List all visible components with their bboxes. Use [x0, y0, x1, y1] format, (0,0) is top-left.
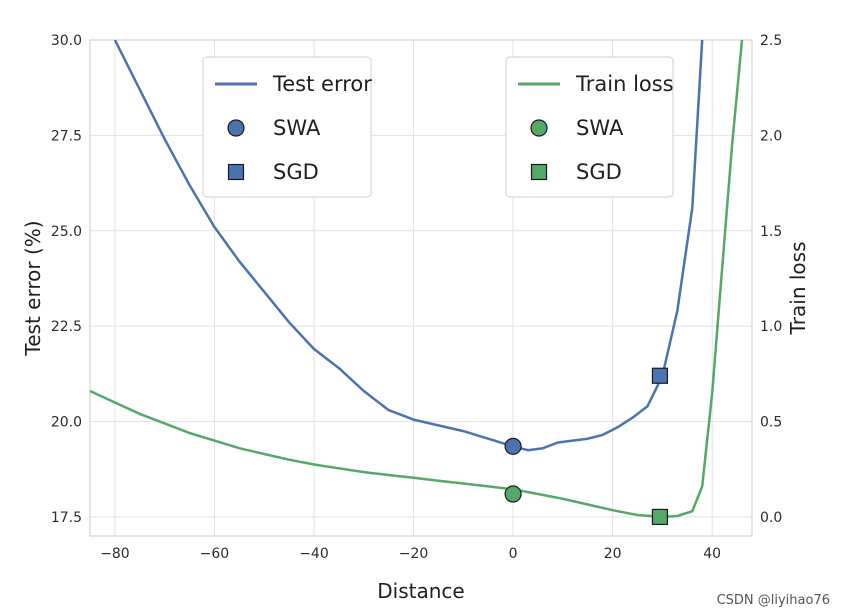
legend-test-error: Test error SWA SGD: [202, 56, 372, 198]
plot-frame: [89, 39, 753, 537]
legend-circle-swatch: [227, 119, 245, 137]
legend-label: Test error: [272, 72, 372, 96]
x-tick-label: −20: [399, 546, 429, 562]
x-tick-label: −80: [100, 546, 130, 562]
legend-label: SWA: [576, 116, 624, 140]
y-axis-label-left: Test error (%): [21, 220, 45, 356]
marker-test-error-sgd: [651, 367, 669, 384]
y-left-tick-label: 20.0: [51, 415, 82, 431]
y-right-tick-label: 0.0: [760, 510, 782, 526]
legend-label: Train loss: [575, 72, 674, 96]
x-tick-label: 40: [703, 546, 721, 562]
marker-layer: [504, 367, 669, 526]
legend-train-loss: Train loss SWA SGD: [505, 56, 674, 198]
x-tick-label: −60: [200, 546, 230, 562]
legend-square-swatch: [530, 163, 548, 181]
y-left-tick-label: 22.5: [51, 319, 82, 335]
marker-train-loss-swa: [504, 485, 522, 503]
x-axis-label: Distance: [377, 579, 464, 603]
y-right-tick-label: 2.5: [760, 33, 782, 49]
y-left-tick-label: 27.5: [51, 128, 82, 144]
y-left-tick-label: 17.5: [51, 510, 82, 526]
x-tick-label: −40: [299, 546, 329, 562]
y-right-tick-label: 1.5: [760, 224, 782, 240]
marker-test-error-swa: [504, 437, 522, 455]
legend-label: SGD: [273, 160, 319, 184]
y-right-tick-label: 2.0: [760, 128, 782, 144]
y-right-tick-label: 1.0: [760, 319, 782, 335]
x-tick-label: 0: [509, 546, 518, 562]
y-left-tick-label: 25.0: [51, 224, 82, 240]
legend-square-swatch: [227, 163, 245, 181]
marker-train-loss-sgd: [651, 508, 669, 526]
y-axis-label-right: Train loss: [786, 242, 810, 336]
legend-circle-swatch: [530, 119, 548, 137]
series-layer: [90, 40, 744, 519]
x-tick-label: 20: [604, 546, 622, 562]
y-right-tick-label: 0.5: [760, 415, 782, 431]
y-left-tick-label: 30.0: [51, 33, 82, 49]
legend-box: [202, 56, 372, 198]
watermark: CSDN @liyihao76: [717, 593, 830, 608]
legend-label: SGD: [576, 160, 622, 184]
series-line-test-error: [113, 40, 704, 452]
legend-label: SWA: [273, 116, 321, 140]
tick-labels: −80 −60 −40 −20 0 20 40 17.5 20.0 22.5 25.0 27.5 30.…: [51, 33, 782, 562]
legend-box: [505, 56, 674, 198]
series-line-train-loss: [90, 40, 744, 519]
